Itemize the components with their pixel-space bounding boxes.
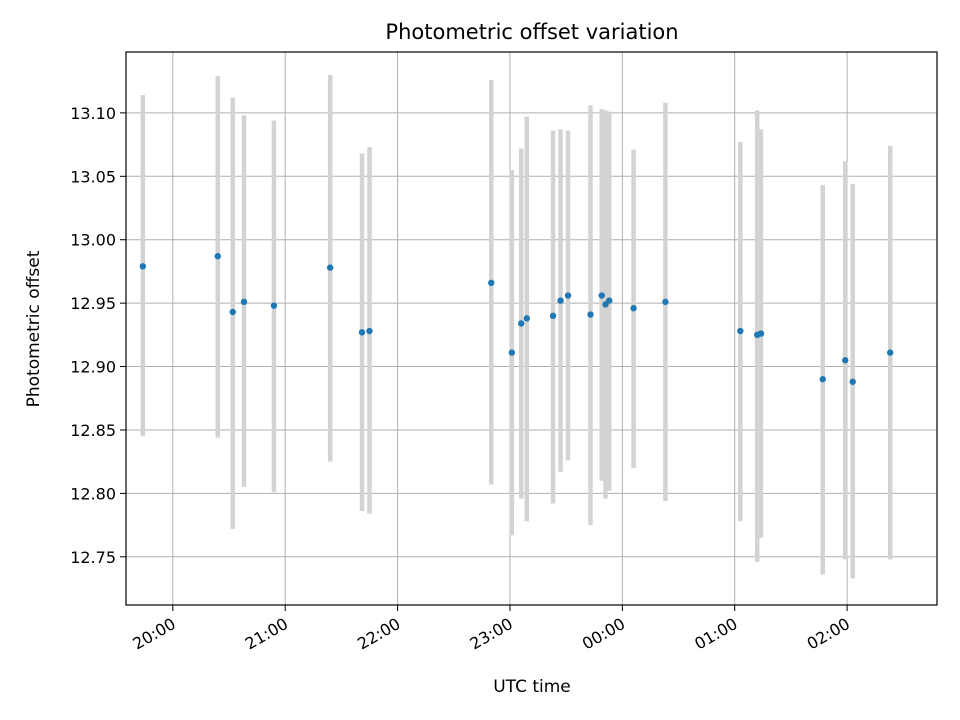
data-point <box>662 298 669 306</box>
y-tick-label: 12.85 <box>70 421 116 440</box>
data-point <box>358 329 366 336</box>
data-point <box>886 349 894 356</box>
data-point <box>606 297 613 304</box>
y-tick-label: 12.75 <box>70 548 116 567</box>
x-axis-label: UTC time <box>493 677 571 697</box>
y-axis-label: Photometric offset <box>24 250 44 407</box>
y-axis-ticks: 12.75 12.80 12.85 12.90 12.95 13.00 13.05 13.10 <box>70 104 126 567</box>
y-tick-label: 13.00 <box>70 231 116 250</box>
data-point <box>229 308 236 316</box>
chart-title: Photometric offset variation <box>385 20 678 44</box>
data-point <box>214 253 221 260</box>
data-point <box>488 279 495 287</box>
data-point <box>849 378 856 385</box>
data-point <box>557 297 564 304</box>
data-point <box>326 264 334 271</box>
data-point <box>737 327 744 335</box>
y-tick-label: 13.05 <box>70 167 116 186</box>
y-tick-label: 12.95 <box>70 294 116 313</box>
data-point <box>587 311 594 318</box>
data-point <box>819 376 826 383</box>
plot-frame <box>125 51 938 606</box>
data-point <box>523 315 531 322</box>
data-point <box>564 292 572 299</box>
data-points <box>139 253 894 385</box>
data-point <box>240 298 248 306</box>
y-tick-label: 12.90 <box>70 358 116 377</box>
data-point <box>757 330 765 337</box>
data-point <box>517 320 525 327</box>
data-point <box>598 292 605 299</box>
y-tick-label: 13.10 <box>70 104 116 123</box>
data-point <box>366 327 373 335</box>
data-point <box>630 305 637 312</box>
data-point <box>842 357 849 364</box>
y-tick-label: 12.80 <box>70 484 116 503</box>
data-point <box>508 349 516 356</box>
grid-lines <box>126 52 937 605</box>
data-point <box>270 302 278 309</box>
data-point <box>139 263 147 270</box>
data-point <box>549 312 557 320</box>
